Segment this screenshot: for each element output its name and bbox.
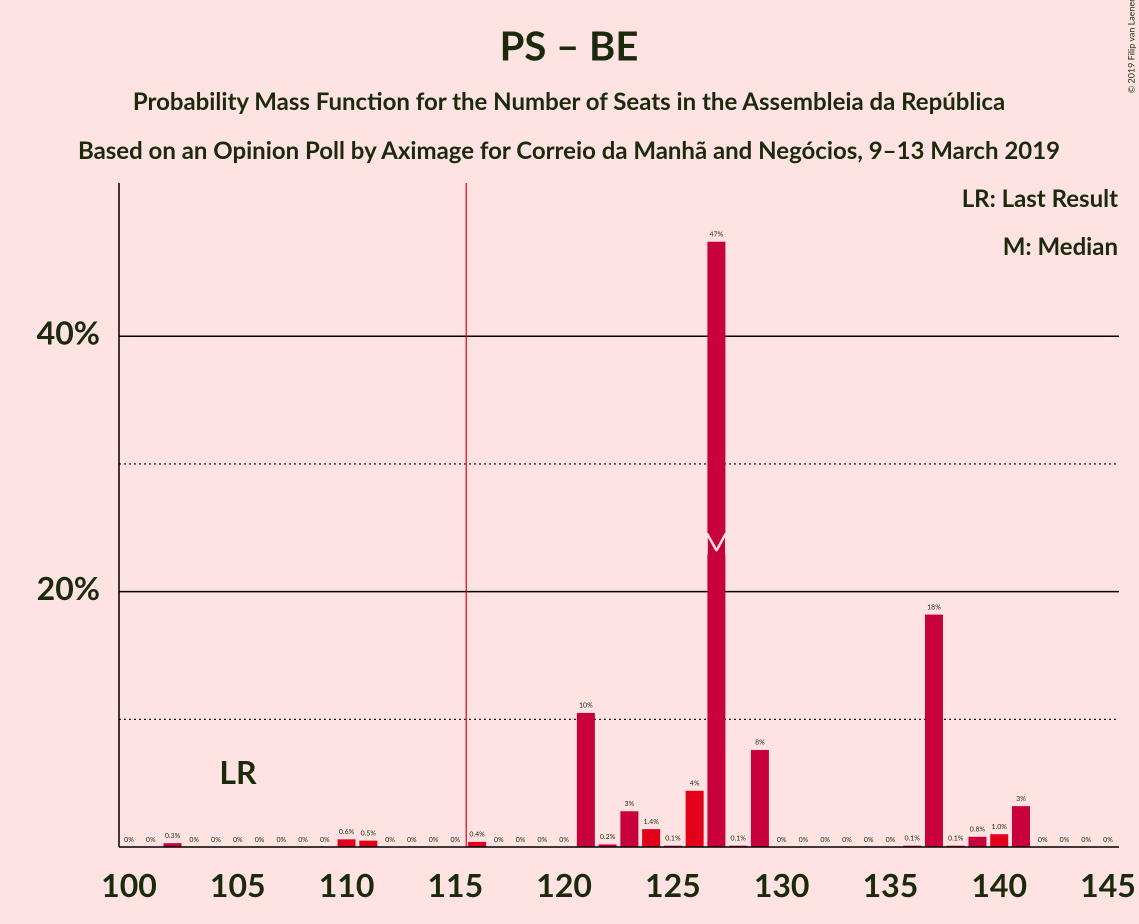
x-tick-label: 145	[1080, 865, 1136, 904]
value-label: 0.8%	[970, 826, 986, 834]
x-tick-label: 125	[645, 865, 701, 904]
chart-subtitle: Probability Mass Function for the Number…	[133, 87, 1005, 116]
value-label: 0%	[276, 836, 286, 844]
bar	[707, 241, 726, 847]
value-label: 0.3%	[165, 832, 181, 840]
value-label: 1.0%	[992, 823, 1008, 831]
y-tick-label: 20%	[37, 568, 100, 607]
value-label: 3%	[1016, 795, 1026, 803]
value-label: 0%	[777, 836, 787, 844]
value-label: 0%	[886, 836, 896, 844]
chart-title: PS – BE	[500, 21, 639, 69]
value-label: 0%	[516, 836, 526, 844]
last-result-label: LR	[219, 752, 257, 791]
bar	[337, 839, 356, 847]
value-label: 18%	[927, 603, 941, 611]
bar	[642, 829, 661, 847]
value-label: 0%	[450, 836, 460, 844]
value-label: 0%	[1060, 836, 1070, 844]
value-label: 0%	[255, 836, 265, 844]
value-label: 0%	[407, 836, 417, 844]
value-label: 0%	[494, 836, 504, 844]
value-label: 0%	[233, 836, 243, 844]
value-label: 0%	[559, 836, 569, 844]
bar	[1011, 806, 1030, 847]
value-label: 0%	[298, 836, 308, 844]
value-label: 3%	[625, 800, 635, 808]
value-label: 0%	[124, 836, 134, 844]
value-label: 0%	[146, 836, 156, 844]
x-tick-label: 100	[101, 865, 157, 904]
value-label: 0%	[320, 836, 330, 844]
value-label: 0%	[1038, 836, 1048, 844]
value-label: 0%	[1081, 836, 1091, 844]
bar	[468, 841, 487, 847]
x-tick-label: 135	[863, 865, 919, 904]
value-label: 0%	[864, 836, 874, 844]
value-label: 4%	[690, 780, 700, 788]
legend-entry: LR: Last Result	[962, 184, 1118, 213]
x-tick-label: 115	[427, 865, 483, 904]
bar	[924, 614, 943, 847]
value-label: 0%	[538, 836, 548, 844]
value-label: 0%	[820, 836, 830, 844]
copyright: © 2019 Filip van Laenen	[1125, 0, 1136, 93]
value-label: 0.1%	[905, 834, 921, 842]
value-label: 8%	[755, 739, 765, 747]
value-label: 0%	[211, 836, 221, 844]
bar	[968, 836, 987, 847]
bar	[598, 844, 617, 847]
value-label: 0%	[385, 836, 395, 844]
value-label: 47%	[710, 231, 724, 239]
x-tick-label: 140	[971, 865, 1027, 904]
value-label: 0.1%	[948, 834, 964, 842]
value-label: 0.2%	[600, 833, 616, 841]
bar	[620, 811, 639, 847]
value-label: 0%	[429, 836, 439, 844]
median-marker: M	[702, 526, 730, 562]
x-tick-label: 105	[210, 865, 266, 904]
value-label: 10%	[579, 702, 593, 710]
value-label: 0.5%	[361, 829, 377, 837]
x-tick-label: 120	[536, 865, 592, 904]
value-label: 0%	[189, 836, 199, 844]
bar	[750, 749, 769, 847]
bar	[685, 790, 704, 847]
legend-entry: M: Median	[1003, 232, 1118, 261]
value-label: 0.4%	[469, 831, 485, 839]
bar	[576, 712, 595, 847]
chart-subtitle: Based on an Opinion Poll by Aximage for …	[78, 136, 1060, 165]
bar	[990, 834, 1009, 847]
y-tick-label: 40%	[37, 312, 100, 351]
value-label: 0.1%	[730, 834, 746, 842]
x-tick-label: 130	[754, 865, 810, 904]
bar	[163, 843, 182, 847]
value-label: 0%	[799, 836, 809, 844]
value-label: 0%	[842, 836, 852, 844]
value-label: 0.6%	[339, 828, 355, 836]
value-label: 0%	[1103, 836, 1113, 844]
value-label: 0.1%	[665, 834, 681, 842]
bar	[359, 840, 378, 847]
value-label: 1.4%	[643, 818, 659, 826]
x-tick-label: 110	[319, 865, 375, 904]
